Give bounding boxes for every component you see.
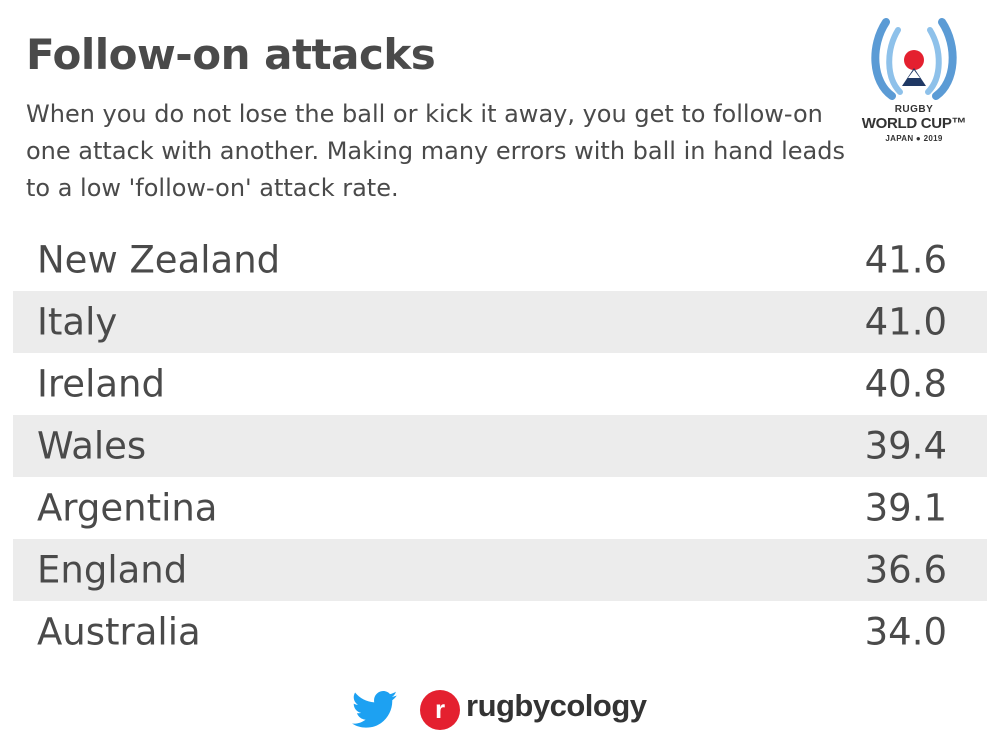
team-name: New Zealand — [37, 238, 281, 282]
follow-on-rate-value: 39.4 — [864, 424, 947, 468]
table-row: Ireland 40.8 — [13, 353, 987, 415]
follow-on-rate-value: 34.0 — [864, 610, 947, 654]
table-row: Argentina 39.1 — [13, 477, 987, 539]
team-name: Argentina — [37, 486, 218, 530]
follow-on-rate-value: 41.6 — [864, 238, 947, 282]
follow-on-rate-value: 41.0 — [864, 300, 947, 344]
page-title: Follow-on attacks — [26, 30, 436, 79]
team-name: England — [37, 548, 188, 592]
team-name: Wales — [37, 424, 147, 468]
team-name: Italy — [37, 300, 118, 344]
follow-on-rate-value: 39.1 — [864, 486, 947, 530]
footer: r rugbycology — [0, 688, 1000, 738]
rugbycology-brand-name: rugbycology — [466, 688, 647, 723]
team-name: Ireland — [37, 362, 165, 406]
table-row: Italy 41.0 — [13, 291, 987, 353]
table-row: Wales 39.4 — [13, 415, 987, 477]
rugbycology-logo-mark: r — [420, 690, 460, 730]
follow-on-rate-value: 40.8 — [864, 362, 947, 406]
table-row: England 36.6 — [13, 539, 987, 601]
page-subtitle: When you do not lose the ball or kick it… — [26, 100, 845, 202]
team-name: Australia — [37, 610, 201, 654]
table-row: New Zealand 41.6 — [13, 229, 987, 291]
stats-table: New Zealand 41.6 Italy 41.0 Ireland 40.8 Wales… — [13, 229, 987, 663]
follow-on-rate-value: 36.6 — [864, 548, 947, 592]
twitter-bird-icon[interactable] — [352, 690, 398, 730]
logo-line-2: WORLD CUP™ — [861, 115, 967, 132]
rwc-emblem-icon — [871, 18, 957, 100]
logo-line-1: RUGBY — [894, 104, 934, 115]
logo-line-3: JAPAN ● 2019 — [885, 134, 943, 143]
table-row: Australia 34.0 — [13, 601, 987, 663]
rugby-world-cup-logo: RUGBY WORLD CUP™ JAPAN ● 2019 — [858, 12, 970, 152]
